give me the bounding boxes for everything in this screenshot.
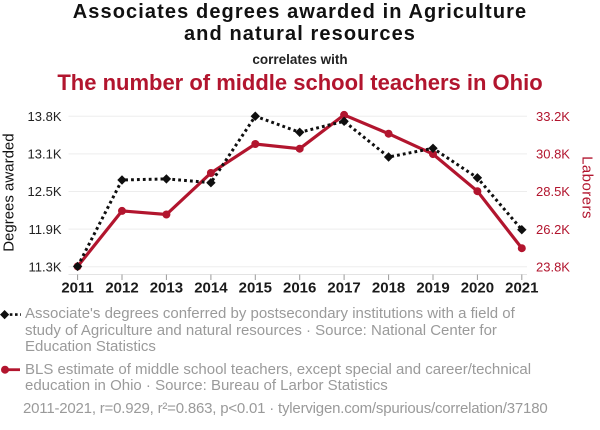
svg-text:11.9K: 11.9K [28,222,61,237]
svg-text:11.3K: 11.3K [28,259,61,274]
svg-text:2019: 2019 [416,280,449,297]
svg-text:26.2K: 26.2K [536,222,570,237]
svg-text:13.1K: 13.1K [28,147,62,162]
svg-text:33.2K: 33.2K [536,109,570,124]
svg-text:12.5K: 12.5K [28,184,62,199]
svg-text:Laborers: Laborers [578,156,595,219]
svg-text:2013: 2013 [150,280,183,297]
svg-text:30.8K: 30.8K [536,147,570,162]
svg-text:2017: 2017 [327,280,360,297]
svg-text:2020: 2020 [461,280,494,297]
svg-text:2021: 2021 [505,280,538,297]
svg-text:28.5K: 28.5K [536,184,570,199]
svg-text:2011: 2011 [61,280,94,297]
svg-text:2014: 2014 [194,280,228,297]
svg-text:2012: 2012 [105,280,138,297]
svg-text:2016: 2016 [283,280,316,297]
svg-text:2015: 2015 [239,280,272,297]
svg-text:13.8K: 13.8K [28,109,62,124]
svg-text:2018: 2018 [372,280,405,297]
svg-text:Degrees awarded: Degrees awarded [1,133,18,251]
svg-text:23.8K: 23.8K [536,259,570,274]
